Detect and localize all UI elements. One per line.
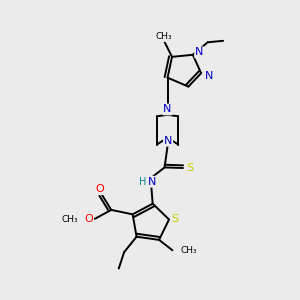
Text: CH₃: CH₃ <box>181 246 197 255</box>
Text: N: N <box>204 70 213 81</box>
Text: H: H <box>139 177 147 187</box>
Text: S: S <box>186 163 193 173</box>
Text: CH₃: CH₃ <box>156 32 172 41</box>
Text: N: N <box>148 177 156 187</box>
Text: CH₃: CH₃ <box>61 215 78 224</box>
Text: S: S <box>171 214 178 224</box>
Text: N: N <box>164 104 172 115</box>
Text: O: O <box>84 214 93 224</box>
Text: O: O <box>96 184 105 194</box>
Text: N: N <box>164 136 172 146</box>
Text: N: N <box>195 47 203 57</box>
